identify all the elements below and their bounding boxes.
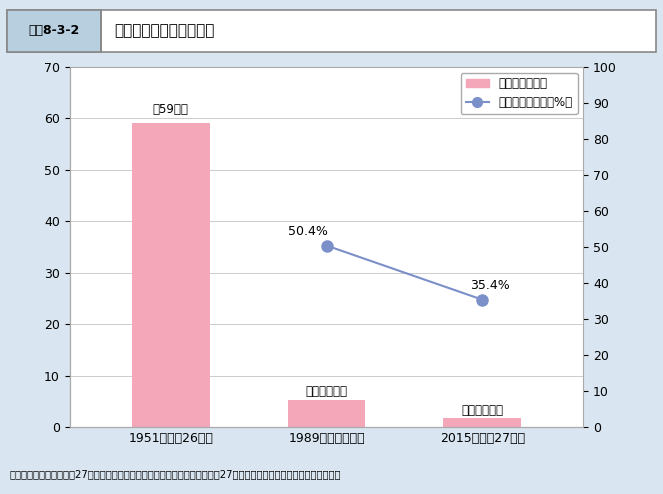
Text: 35.4%: 35.4% [470, 280, 510, 292]
Text: 50.4%: 50.4% [288, 225, 328, 238]
Text: 約59万人: 約59万人 [153, 103, 189, 116]
Bar [132, 124, 210, 427]
Text: 図表8-3-2: 図表8-3-2 [28, 24, 80, 38]
Legend: 患者数（万人）, 結核病床利用率（%）: 患者数（万人）, 結核病床利用率（%） [461, 73, 577, 114]
Text: 約１万８千人: 約１万８千人 [461, 404, 503, 417]
Text: 約５万３千人: 約５万３千人 [306, 385, 347, 398]
Bar [444, 418, 521, 427]
Text: 結核患者の発生数の推移: 結核患者の発生数の推移 [114, 23, 214, 39]
Bar [288, 400, 365, 427]
Bar [7, 10, 101, 52]
Text: 資料：厚生労働省「平成27年結核登録者情報調査年報集計結果」及び「平成27年病院報告」より厚生労働省健康局作成: 資料：厚生労働省「平成27年結核登録者情報調査年報集計結果」及び「平成27年病院… [10, 469, 341, 479]
